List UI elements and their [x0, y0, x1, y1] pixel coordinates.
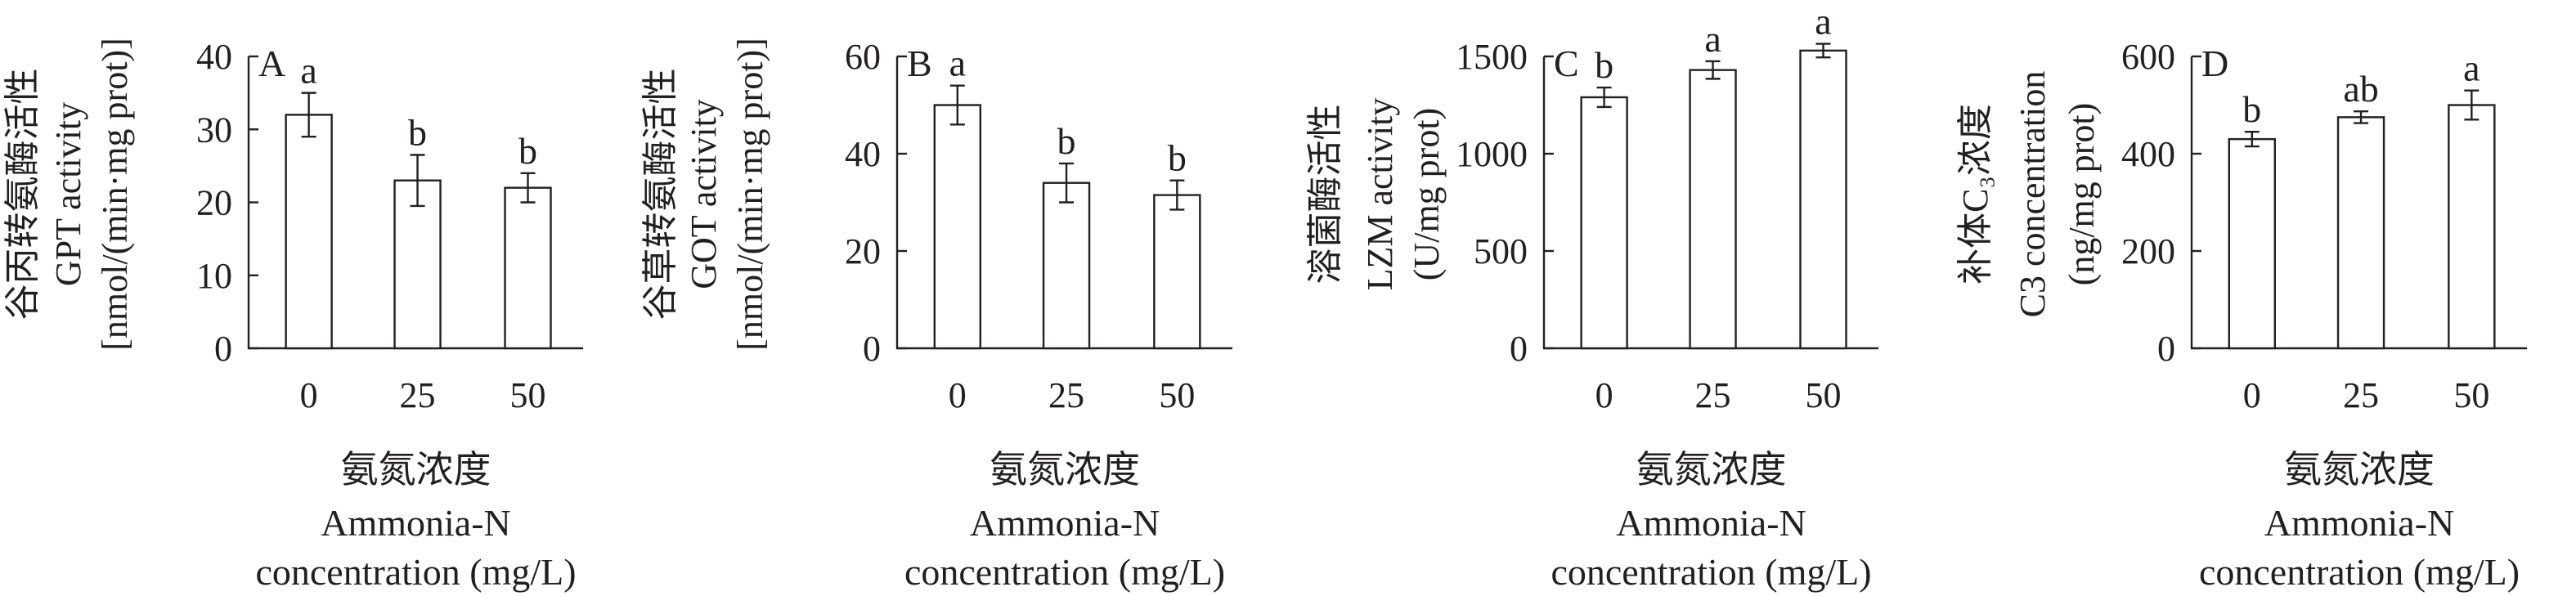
bar — [504, 186, 552, 350]
x-tick-label: 50 — [2453, 375, 2489, 415]
y-axis-label-line: LZM activity — [1360, 98, 1400, 291]
y-axis-label-line: 谷丙转氨酶活性 — [2, 69, 43, 320]
significance-letter: a — [2463, 47, 2480, 89]
y-tick-label: 0 — [863, 329, 881, 369]
x-axis-label-line: concentration (mg/L) — [255, 551, 576, 593]
panel-b: 0 20 40 60 a 0 b 25 b 50 B 谷草转氨酶活性 GOT activity [nmol… — [640, 37, 1232, 593]
significance-letter: b — [1057, 120, 1076, 162]
y-tick-label: 400 — [2121, 134, 2175, 174]
y-axis-label-line: 谷草转氨酶活性 — [640, 69, 680, 320]
x-tick-label: 25 — [1695, 375, 1731, 415]
y-axis-label-line: 溶菌酶活性 — [1305, 105, 1345, 285]
x-tick-label: 50 — [1159, 375, 1195, 415]
error-bar — [1169, 179, 1185, 211]
bar — [933, 104, 982, 350]
x-tick-label: 25 — [1048, 375, 1084, 415]
panel-d: 0 200 400 600 b 0 ab 25 a 50 D 补体C₃浓度 C3 concentrati… — [1955, 37, 2527, 593]
y-tick-label: 40 — [196, 37, 232, 77]
x-tick-label: 25 — [2343, 375, 2379, 415]
x-axis-label-line: concentration (mg/L) — [1551, 551, 1871, 593]
x-tick-label: 50 — [510, 375, 546, 415]
bar — [1580, 96, 1628, 350]
x-axis-label-line: concentration (mg/L) — [904, 551, 1225, 593]
y-tick-label: 600 — [2121, 37, 2175, 77]
bar — [1799, 49, 1847, 350]
y-tick-label: 30 — [196, 110, 232, 150]
error-bar — [2244, 131, 2260, 148]
y-axis-label-line: (U/mg prot) — [1407, 108, 1447, 280]
x-tick-label: 0 — [300, 375, 318, 415]
significance-letter: b — [408, 111, 427, 153]
y-tick-label: 1500 — [1456, 37, 1528, 77]
x-axis-label-line: 氨氮浓度 — [990, 449, 1140, 491]
significance-letter: b — [1595, 44, 1613, 86]
error-bar — [2354, 110, 2369, 124]
error-bar — [1815, 43, 1831, 59]
y-tick-label: 200 — [2121, 231, 2175, 271]
x-tick-label: 0 — [1595, 375, 1613, 415]
panel-label: C — [1554, 43, 1579, 84]
bar — [1689, 69, 1737, 350]
y-tick-label: 60 — [845, 37, 881, 77]
y-tick-label: 40 — [845, 134, 881, 174]
bar — [2336, 116, 2385, 350]
y-axis-label-line: [nmol/(min·mg prot)] — [95, 38, 135, 351]
error-bar — [301, 92, 316, 138]
y-axis-label-line: GOT activity — [684, 99, 724, 289]
significance-letter: a — [1815, 1, 1831, 43]
y-tick-label: 1000 — [1456, 134, 1528, 174]
bar — [2228, 137, 2277, 350]
panel-a: 0 10 20 30 40 a 0 b 25 b 50 A 谷丙转氨酶活性 GPT activity [nm… — [2, 37, 583, 593]
bar — [2448, 104, 2496, 350]
bar — [1042, 181, 1091, 350]
panel-label: D — [2201, 43, 2228, 84]
error-bar — [1596, 86, 1612, 109]
y-axis-label-line: 补体C₃浓度 — [1955, 104, 1995, 285]
y-tick-label: 500 — [1474, 231, 1528, 271]
error-bar — [2464, 89, 2480, 121]
y-tick-label: 10 — [196, 256, 232, 296]
error-bar — [520, 172, 536, 204]
significance-letter: a — [300, 50, 316, 92]
significance-letter: a — [1704, 18, 1721, 60]
y-tick-label: 20 — [845, 231, 881, 271]
x-axis-label-line: 氨氮浓度 — [1636, 449, 1787, 491]
y-tick-label: 0 — [1510, 329, 1528, 369]
panel-label: A — [258, 43, 285, 84]
error-bar — [1705, 60, 1721, 80]
error-bar — [1059, 162, 1075, 204]
x-axis-label-line: Ammonia-N — [2264, 502, 2455, 544]
bar — [1153, 194, 1201, 350]
x-axis-label-line: Ammonia-N — [321, 502, 511, 544]
y-axis-label-line: (ng/mg prot) — [2062, 103, 2102, 286]
y-tick-label: 20 — [196, 183, 232, 223]
significance-letter: a — [949, 43, 966, 84]
significance-letter: b — [2242, 88, 2261, 130]
x-axis-label-line: concentration (mg/L) — [2199, 551, 2520, 593]
error-bar — [949, 84, 965, 126]
significance-letter: b — [518, 130, 537, 172]
bar — [285, 114, 333, 350]
y-axis-label-line: C3 concentration — [2013, 71, 2053, 318]
x-tick-label: 25 — [400, 375, 436, 415]
significance-letter: ab — [2343, 68, 2378, 110]
panel-label: B — [907, 43, 932, 84]
y-tick-label: 0 — [214, 329, 232, 369]
x-tick-label: 50 — [1806, 375, 1842, 415]
x-tick-label: 0 — [949, 375, 967, 415]
panel-c: 0 500 1000 1500 b 0 a 25 a 50 C 溶菌酶活性 LZM activity (U… — [1305, 1, 1878, 593]
y-tick-label: 0 — [2157, 329, 2175, 369]
x-axis-label-line: Ammonia-N — [970, 502, 1160, 544]
error-bar — [410, 154, 425, 208]
y-axis-label-line: GPT activity — [48, 102, 88, 286]
significance-letter: b — [1168, 137, 1187, 179]
x-tick-label: 0 — [2243, 375, 2261, 415]
x-axis-label-line: 氨氮浓度 — [2284, 449, 2435, 491]
y-axis-label-line: [nmol/(min·mg prot)] — [730, 38, 770, 351]
x-axis-label-line: Ammonia-N — [1616, 502, 1806, 544]
x-axis-label-line: 氨氮浓度 — [341, 449, 491, 491]
